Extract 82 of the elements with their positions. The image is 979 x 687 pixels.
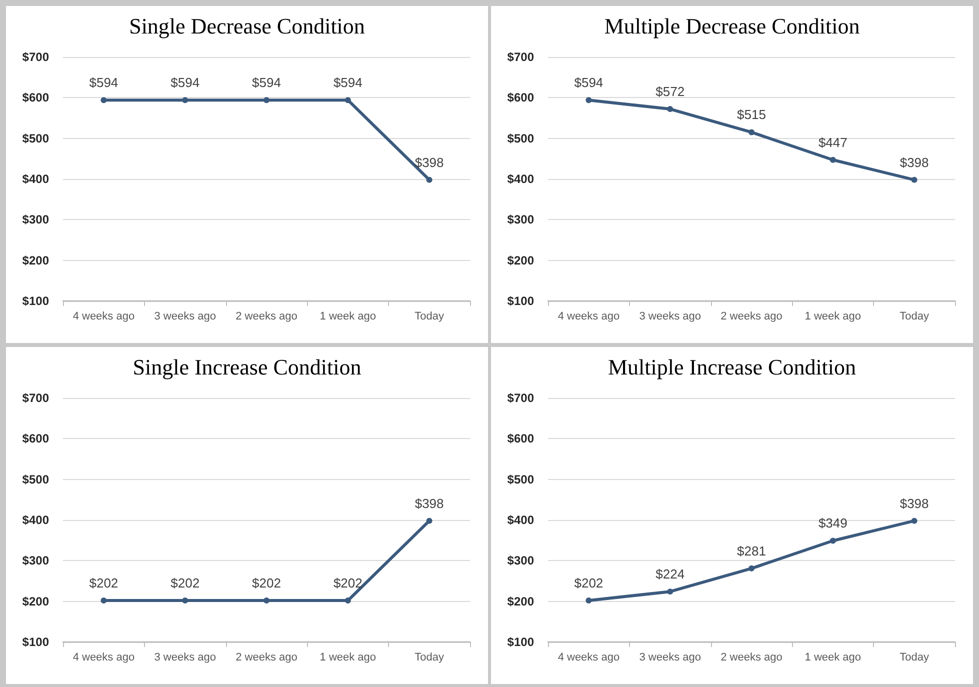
point bbox=[586, 598, 592, 604]
x-tick-label: 2 weeks ago bbox=[720, 310, 782, 322]
x-tick-label: 2 weeks ago bbox=[236, 310, 298, 322]
chart-title: Single Increase Condition bbox=[132, 354, 362, 380]
point bbox=[911, 518, 918, 524]
y-tick-label: $300 bbox=[22, 554, 50, 568]
x-tick-label: 3 weeks ago bbox=[639, 652, 701, 664]
x-tick-label: 2 weeks ago bbox=[236, 652, 298, 664]
x-tick-label: 4 weeks ago bbox=[558, 652, 620, 664]
data-label: $281 bbox=[737, 543, 766, 558]
x-tick-label: Today bbox=[414, 310, 444, 322]
x-tick-label: 3 weeks ago bbox=[154, 652, 216, 664]
data-label: $398 bbox=[900, 154, 929, 170]
point bbox=[911, 176, 918, 183]
x-tick-label: 3 weeks ago bbox=[154, 310, 216, 322]
data-label: $349 bbox=[818, 516, 848, 531]
y-tick-label: $700 bbox=[507, 50, 534, 64]
point bbox=[830, 538, 836, 544]
data-label: $594 bbox=[252, 75, 281, 90]
data-label: $202 bbox=[333, 576, 362, 591]
x-tick-label: Today bbox=[900, 652, 930, 664]
y-tick-label: $200 bbox=[507, 253, 534, 268]
y-tick-label: $100 bbox=[22, 294, 50, 308]
data-label: $594 bbox=[170, 75, 200, 90]
y-tick-label: $400 bbox=[507, 513, 534, 527]
x-tick-label: 2 weeks ago bbox=[720, 652, 782, 664]
point bbox=[830, 156, 836, 163]
data-label: $202 bbox=[574, 576, 604, 591]
data-label: $594 bbox=[333, 75, 362, 90]
chart-title: Multiple Increase Condition bbox=[608, 354, 856, 380]
data-label: $594 bbox=[89, 75, 118, 90]
x-tick-label: 1 week ago bbox=[320, 310, 376, 322]
y-tick-label: $200 bbox=[22, 594, 50, 608]
y-tick-label: $600 bbox=[22, 432, 50, 446]
data-label: $398 bbox=[414, 154, 444, 170]
y-tick-label: $400 bbox=[22, 172, 50, 186]
y-tick-label: $300 bbox=[507, 554, 534, 568]
data-label: $398 bbox=[414, 496, 444, 511]
chart-title: Multiple Decrease Condition bbox=[604, 14, 860, 38]
y-tick-label: $100 bbox=[507, 294, 534, 308]
point bbox=[748, 129, 754, 136]
data-label: $202 bbox=[89, 576, 118, 591]
y-tick-label: $500 bbox=[507, 472, 534, 486]
y-tick-label: $400 bbox=[22, 513, 50, 527]
x-tick-label: 1 week ago bbox=[804, 310, 862, 322]
y-tick-label: $200 bbox=[22, 253, 50, 268]
x-tick-label: 1 week ago bbox=[320, 652, 376, 664]
y-tick-label: $600 bbox=[507, 90, 534, 105]
y-tick-label: $200 bbox=[507, 594, 534, 608]
data-label: $202 bbox=[252, 576, 281, 591]
chart-title: Single Decrease Condition bbox=[129, 14, 365, 38]
y-tick-label: $300 bbox=[507, 212, 534, 227]
point bbox=[667, 106, 674, 112]
y-tick-label: $700 bbox=[507, 391, 534, 405]
data-label: $398 bbox=[900, 496, 929, 511]
x-tick-label: 4 weeks ago bbox=[72, 652, 135, 664]
point bbox=[667, 588, 674, 595]
point bbox=[586, 97, 592, 104]
y-tick-label: $400 bbox=[507, 172, 534, 186]
data-label: $447 bbox=[818, 134, 848, 150]
x-tick-label: 1 week ago bbox=[804, 652, 862, 664]
y-tick-label: $300 bbox=[22, 212, 50, 227]
y-tick-label: $100 bbox=[22, 635, 50, 649]
data-label: $515 bbox=[737, 107, 766, 122]
y-tick-label: $600 bbox=[22, 90, 50, 105]
data-label: $572 bbox=[656, 84, 685, 100]
data-label: $202 bbox=[170, 576, 200, 591]
x-tick-label: 3 weeks ago bbox=[639, 310, 701, 322]
point bbox=[748, 565, 754, 572]
y-tick-label: $500 bbox=[22, 472, 50, 486]
x-tick-label: 4 weeks ago bbox=[558, 310, 620, 322]
y-tick-label: $600 bbox=[507, 432, 534, 446]
data-label: $594 bbox=[574, 75, 604, 90]
y-tick-label: $700 bbox=[22, 391, 50, 405]
y-tick-label: $500 bbox=[507, 131, 534, 146]
y-tick-label: $100 bbox=[507, 635, 534, 649]
y-tick-label: $700 bbox=[22, 50, 50, 64]
x-tick-label: Today bbox=[900, 310, 930, 322]
x-tick-label: 4 weeks ago bbox=[72, 310, 135, 322]
data-label: $224 bbox=[656, 566, 685, 582]
x-tick-label: Today bbox=[414, 652, 444, 664]
y-tick-label: $500 bbox=[22, 131, 50, 146]
